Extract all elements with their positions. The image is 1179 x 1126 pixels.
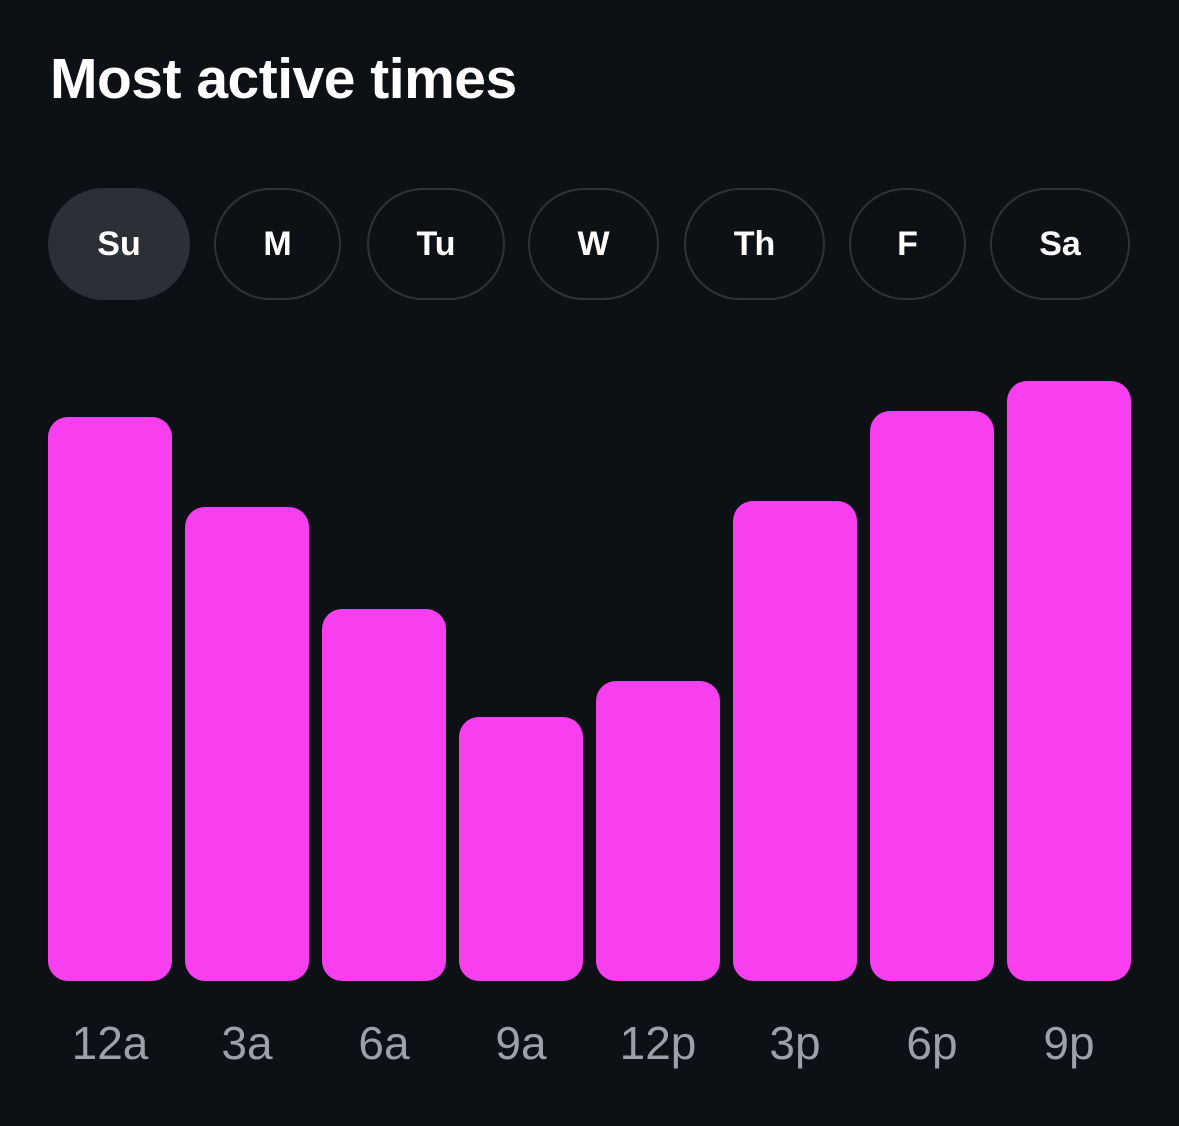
day-tab-friday[interactable]: F xyxy=(849,188,966,300)
bar-6a xyxy=(322,609,446,981)
x-tick-label: 6a xyxy=(358,1017,410,1069)
bar-12p xyxy=(596,681,720,981)
page-title: Most active times xyxy=(50,47,517,111)
x-tick-label: 6p xyxy=(906,1017,957,1069)
bar-3p xyxy=(733,501,857,981)
bar-6p xyxy=(870,411,994,981)
x-tick-label: 12p xyxy=(620,1017,697,1069)
day-tab-tuesday[interactable]: Tu xyxy=(367,188,505,300)
x-tick-label: 9a xyxy=(495,1017,547,1069)
bar-9p xyxy=(1007,381,1131,981)
day-tab-monday[interactable]: M xyxy=(214,188,341,300)
bar-12a xyxy=(48,417,172,981)
bar-3a xyxy=(185,507,309,981)
x-tick-label: 3a xyxy=(221,1017,273,1069)
day-tab-thursday[interactable]: Th xyxy=(684,188,825,300)
day-tab-saturday[interactable]: Sa xyxy=(990,188,1130,300)
day-tab-sunday[interactable]: Su xyxy=(48,188,190,300)
x-tick-label: 9p xyxy=(1043,1017,1094,1069)
bar-9a xyxy=(459,717,583,981)
x-tick-label: 12a xyxy=(72,1017,149,1069)
day-tab-wednesday[interactable]: W xyxy=(528,188,659,300)
x-tick-label: 3p xyxy=(769,1017,820,1069)
